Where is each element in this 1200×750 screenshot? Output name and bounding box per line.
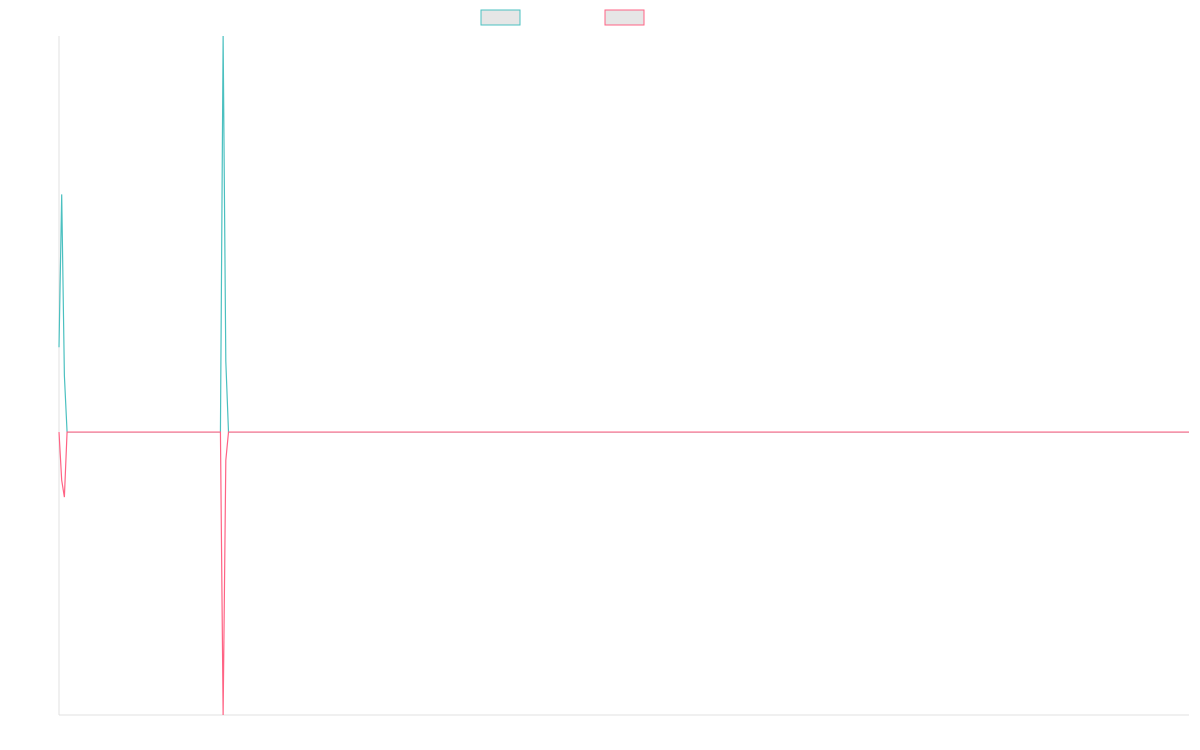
line-series: [58, 35, 1189, 433]
legend-swatch: [604, 9, 645, 26]
legend-swatch: [480, 9, 521, 26]
line-series: [58, 431, 1189, 716]
